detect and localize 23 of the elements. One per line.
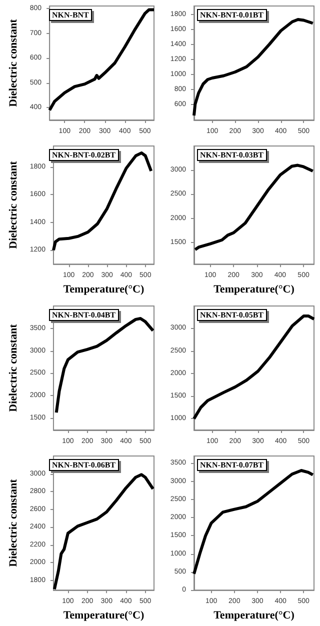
x-axis-title: Temperature(°C)	[63, 610, 144, 622]
text: NKN-BNT-0.03BT	[200, 150, 264, 160]
x-axis-title: Temperature(°C)	[214, 610, 295, 622]
x-axis-title: Temperature(°C)	[63, 284, 144, 296]
line-series	[48, 8, 156, 112]
text: NKN-BNT-0.02BT	[52, 150, 116, 160]
text: NKN-BNT	[52, 10, 90, 20]
text: NKN-BNT-0.01BT	[200, 10, 264, 20]
line-series	[192, 468, 314, 576]
text: NKN-BNT-0.06BT	[52, 460, 116, 470]
text: NKN-BNT-0.05BT	[200, 310, 264, 320]
x-axis-title: Temperature(°C)	[214, 284, 295, 296]
line-series	[52, 151, 153, 252]
y-axis-title: Dielectric constant	[8, 478, 20, 567]
y-axis-title: Dielectric constant	[8, 18, 20, 107]
line-series	[192, 18, 314, 117]
line-series	[194, 164, 314, 252]
text: NKN-BNT-0.04BT	[52, 310, 116, 320]
line-series	[54, 317, 155, 414]
text: NKN-BNT-0.07BT	[200, 460, 264, 470]
y-axis-title: Dielectric constant	[8, 160, 20, 249]
y-axis-title: Dielectric constant	[8, 324, 20, 412]
line-series	[192, 314, 316, 420]
